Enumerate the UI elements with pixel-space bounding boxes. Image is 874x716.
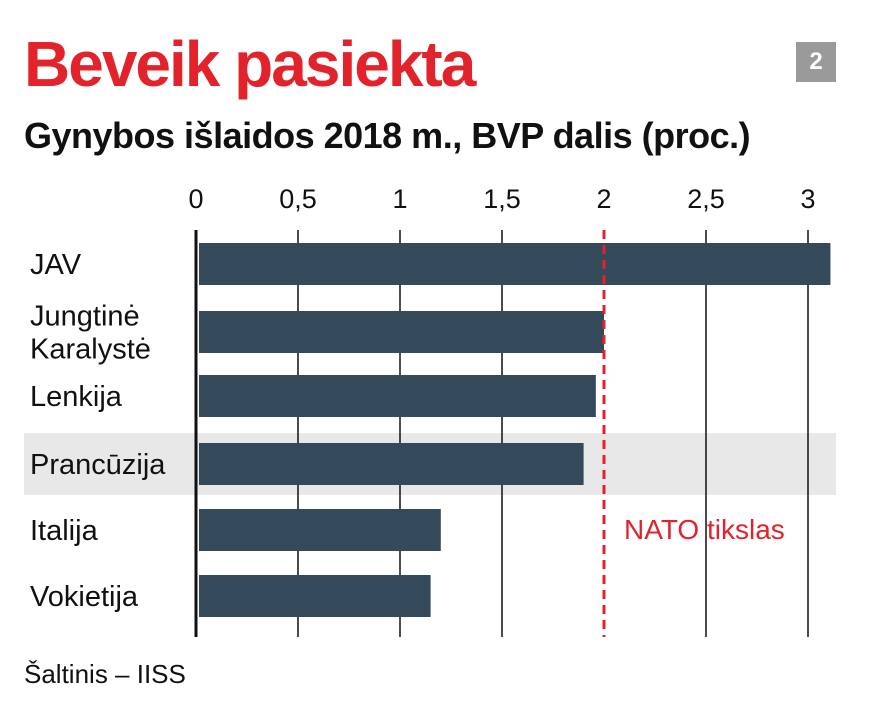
nato-target: NATO tikslas bbox=[602, 230, 785, 637]
category-label: Italija bbox=[30, 515, 99, 547]
tick-label: 0 bbox=[188, 184, 203, 214]
tick-label: 3 bbox=[800, 184, 815, 214]
bar bbox=[199, 575, 431, 617]
bars bbox=[199, 243, 831, 617]
bar bbox=[199, 375, 596, 417]
category-label: Vokietija bbox=[30, 581, 139, 613]
tick-label: 1,5 bbox=[483, 184, 521, 214]
chart-title: Beveik pasiekta bbox=[24, 28, 476, 100]
category-label: Karalystė bbox=[30, 334, 151, 366]
tick-label: 1 bbox=[392, 184, 407, 214]
bar bbox=[199, 443, 584, 485]
tick-labels: 0 0,5 1 1,5 2 2,5 3 bbox=[188, 184, 815, 214]
tick-label: 0,5 bbox=[279, 184, 317, 214]
bar bbox=[199, 509, 441, 551]
bar bbox=[199, 311, 604, 353]
category-label: Prancūzija bbox=[30, 449, 166, 481]
chart-subtitle: Gynybos išlaidos 2018 m., BVP dalis (pro… bbox=[24, 115, 751, 156]
category-label: Lenkija bbox=[30, 381, 123, 413]
chart-number-badge: 2 bbox=[796, 42, 836, 82]
category-label: JAV bbox=[30, 249, 82, 281]
bar bbox=[199, 243, 831, 285]
nato-target-label: NATO tikslas bbox=[624, 514, 785, 545]
tick-label: 2 bbox=[596, 184, 611, 214]
category-label: Jungtinė bbox=[30, 301, 140, 333]
tick-label: 2,5 bbox=[687, 184, 725, 214]
gridlines bbox=[297, 230, 809, 637]
source-note: Šaltinis – IISS bbox=[24, 659, 186, 689]
